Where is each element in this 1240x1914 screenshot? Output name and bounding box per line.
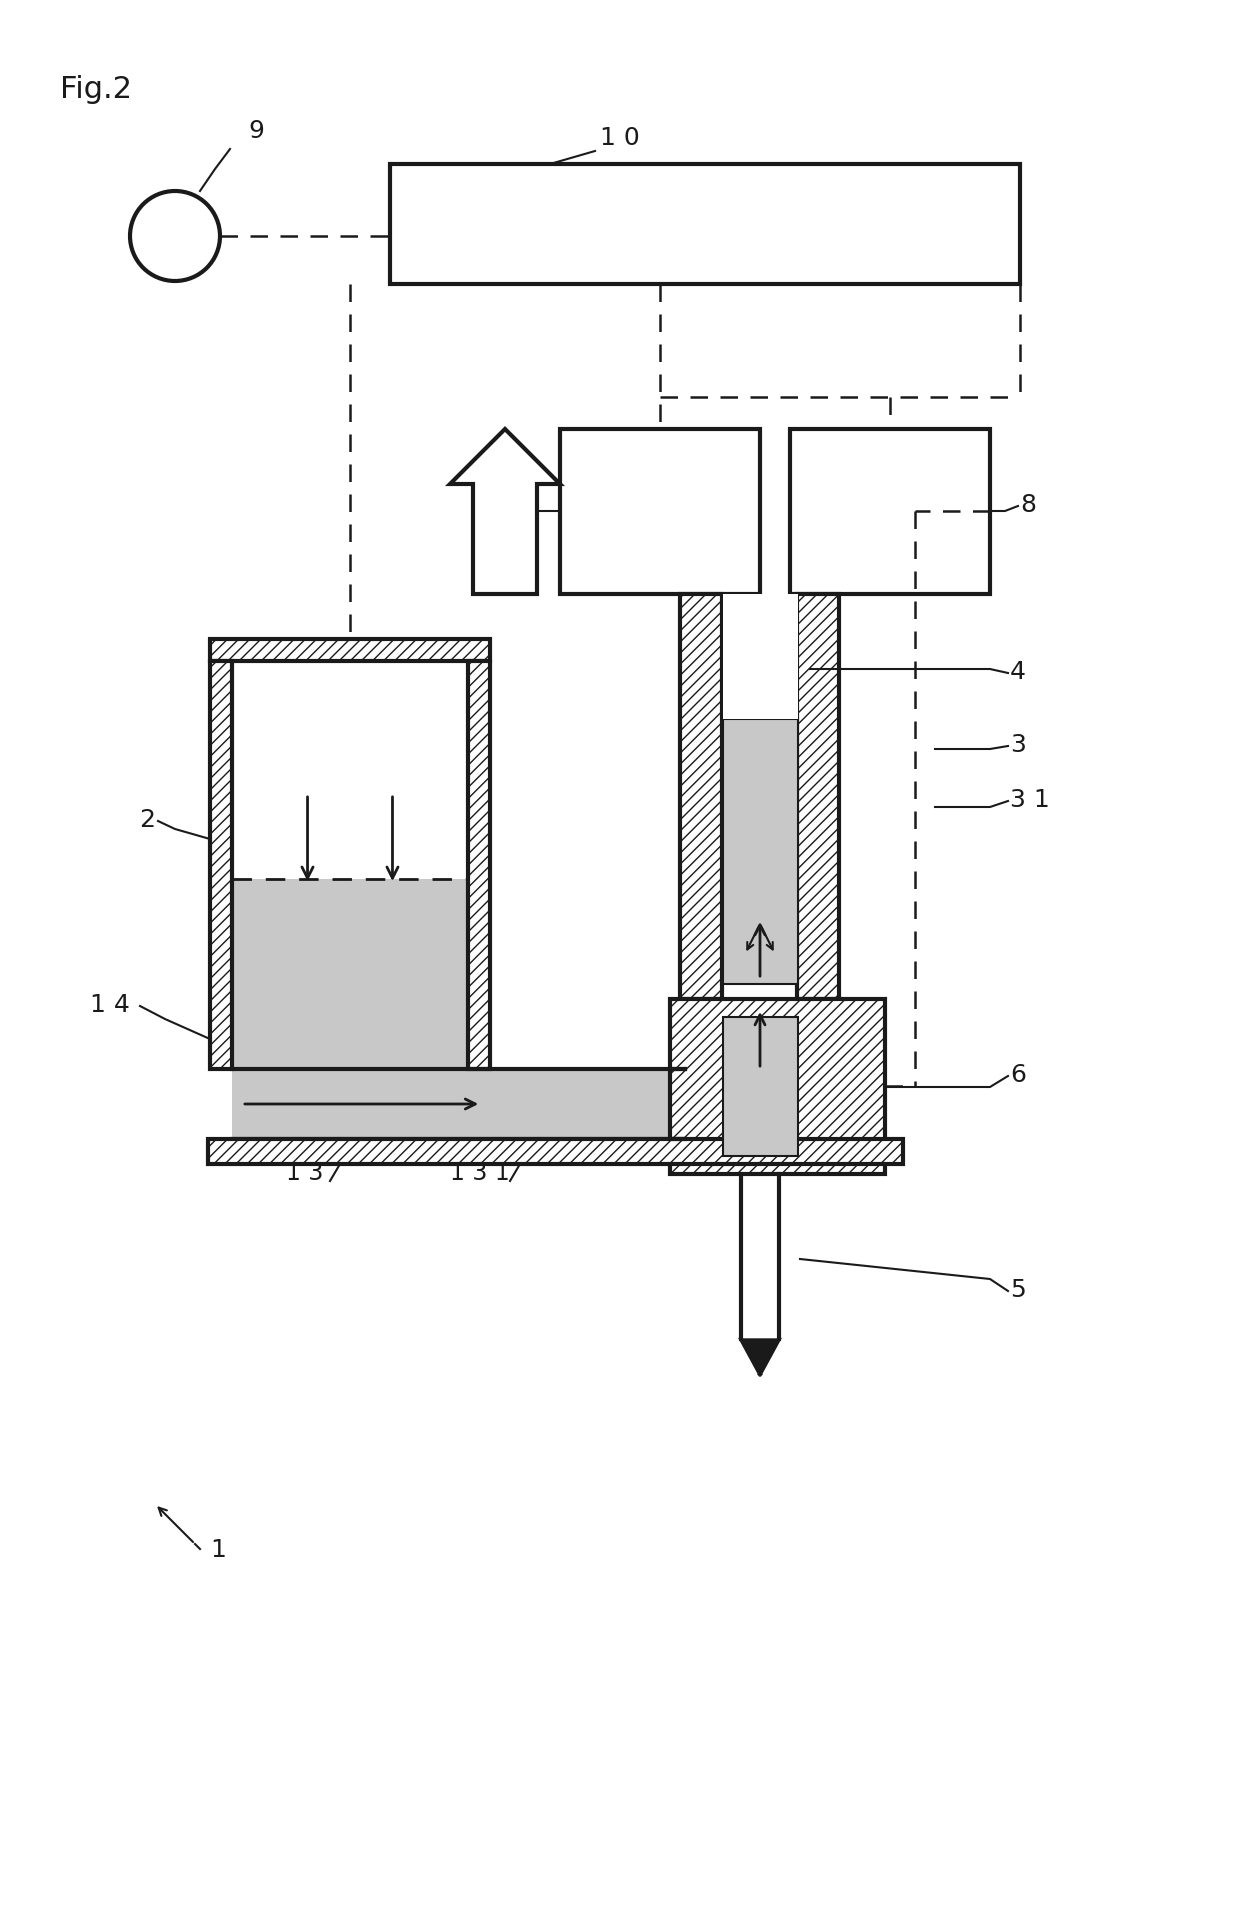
Text: 9: 9	[248, 119, 264, 144]
Text: 2: 2	[139, 808, 155, 831]
Bar	[232, 1070, 684, 1139]
Bar	[797, 595, 839, 999]
Bar	[680, 595, 722, 999]
Text: 7: 7	[494, 492, 510, 517]
Bar	[210, 662, 232, 1070]
Bar	[790, 431, 990, 595]
Bar	[208, 1139, 903, 1164]
Text: 5: 5	[1011, 1277, 1025, 1302]
Text: 1: 1	[210, 1537, 226, 1562]
Text: 3: 3	[1011, 733, 1025, 756]
Bar	[210, 639, 490, 662]
Text: Fig.2: Fig.2	[60, 75, 131, 103]
Bar	[723, 595, 799, 720]
Text: 1 0: 1 0	[600, 126, 640, 149]
Polygon shape	[450, 431, 560, 595]
Bar	[560, 431, 760, 595]
Bar	[467, 662, 490, 1070]
Bar	[670, 999, 885, 1175]
Text: 4: 4	[1011, 660, 1025, 683]
Bar	[723, 1018, 799, 1156]
Text: 6: 6	[1011, 1062, 1025, 1087]
Bar	[232, 662, 467, 880]
Circle shape	[130, 191, 219, 281]
Text: 3 1: 3 1	[1011, 787, 1050, 812]
Polygon shape	[742, 1340, 779, 1374]
Text: 1 3 1: 1 3 1	[450, 1160, 510, 1185]
Bar	[723, 720, 799, 984]
Text: 8: 8	[1021, 492, 1035, 517]
Bar	[391, 165, 1021, 285]
Text: 1 4: 1 4	[91, 993, 130, 1016]
Text: 1 3: 1 3	[286, 1160, 324, 1185]
Bar	[232, 880, 467, 1070]
